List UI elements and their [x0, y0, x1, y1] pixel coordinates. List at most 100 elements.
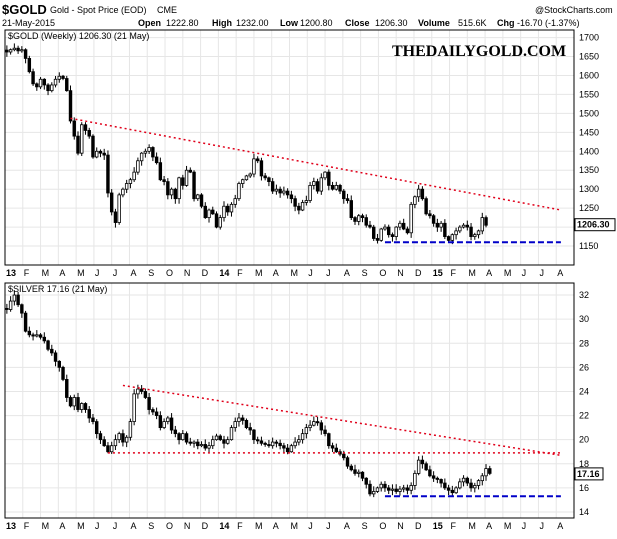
x-tick-label: J	[95, 268, 100, 278]
candle-body	[46, 340, 50, 350]
candle-body	[181, 177, 185, 186]
candle-body	[484, 217, 488, 226]
candle-body	[38, 78, 43, 88]
candle-body	[267, 177, 271, 183]
candle-body	[431, 475, 436, 479]
candle-body	[323, 171, 327, 179]
candle-body	[102, 439, 106, 447]
x-tick-label: M	[468, 268, 476, 278]
candle-body	[454, 487, 458, 494]
x-tick-label: J	[113, 521, 118, 531]
y-tick-label: 1700	[579, 33, 599, 43]
candle-body	[386, 226, 391, 236]
candle-body	[91, 417, 95, 422]
x-tick-label: M	[504, 268, 512, 278]
candle-body	[342, 190, 346, 200]
candle-body	[315, 181, 320, 192]
candle-body	[184, 169, 189, 186]
candle-body	[128, 421, 133, 438]
y-tick-label: 1400	[579, 146, 599, 156]
candle-body	[181, 433, 185, 441]
candle-body	[76, 397, 80, 410]
candle-body	[139, 388, 144, 392]
x-tick-label: F	[237, 521, 243, 531]
candle-body	[76, 135, 80, 154]
x-tick-label: A	[344, 268, 350, 278]
candle-body	[300, 202, 305, 211]
candle-body	[16, 294, 20, 306]
candle-body	[91, 135, 95, 158]
candle-body	[401, 487, 406, 490]
candle-body	[151, 409, 155, 413]
candle-body	[173, 429, 178, 435]
x-tick-label: 14	[219, 521, 229, 531]
symbol-label: $GOLD	[2, 2, 47, 17]
y-tick-label: 28	[579, 338, 589, 348]
gold-panel: 1150120012501300135014001450150015501600…	[4, 29, 616, 278]
candle-body	[289, 194, 294, 200]
candle-body	[214, 213, 219, 228]
candle-body	[424, 198, 428, 215]
candle-body	[473, 234, 477, 237]
candle-body	[360, 471, 365, 479]
candle-body	[357, 215, 361, 222]
candle-body	[480, 475, 484, 482]
candle-body	[158, 415, 163, 429]
x-tick-label: S	[362, 521, 368, 531]
candle-body	[439, 479, 443, 484]
candle-body	[188, 441, 193, 444]
candle-body	[173, 188, 178, 200]
candle-body	[113, 439, 118, 447]
candle-body	[35, 83, 39, 88]
candle-body	[488, 468, 492, 474]
candle-body	[53, 78, 58, 86]
panel-frame	[4, 282, 575, 519]
candle-body	[229, 427, 234, 441]
candle-body	[162, 421, 166, 429]
x-tick-label: F	[24, 521, 30, 531]
y-tick-label: 18	[579, 459, 589, 469]
candle-body	[23, 49, 28, 59]
candle-body	[83, 403, 88, 410]
candle-body	[285, 447, 290, 453]
candle-body	[106, 154, 110, 194]
panel-series-label: $SILVER 17.16 (21 May)	[8, 284, 107, 294]
candle-body	[390, 488, 395, 491]
chg-caption: Chg	[497, 18, 515, 28]
candle-body	[95, 150, 99, 158]
candle-body	[297, 439, 301, 443]
candle-body	[166, 417, 170, 422]
candle-body	[304, 200, 309, 203]
volume-caption: Volume	[418, 18, 450, 28]
candle-body	[274, 441, 279, 444]
candle-body	[469, 226, 473, 237]
candle-body	[65, 78, 69, 92]
candle-body	[143, 150, 148, 154]
candle-body	[132, 171, 136, 181]
candle-body	[368, 224, 372, 228]
candle-body	[334, 447, 339, 453]
x-tick-label: S	[148, 521, 154, 531]
y-tick-label: 1600	[579, 70, 599, 80]
last-value-label: 1206.30	[577, 220, 610, 230]
x-tick-label: J	[539, 268, 544, 278]
candle-body	[95, 421, 99, 435]
candle-body	[364, 217, 368, 226]
candle-body	[338, 185, 342, 192]
candle-body	[353, 469, 357, 474]
candle-body	[248, 173, 252, 177]
candle-body	[38, 334, 43, 338]
candle-body	[293, 441, 297, 447]
candle-body	[240, 179, 245, 184]
x-tick-label: M	[77, 521, 85, 531]
y-tick-label: 24	[579, 386, 589, 396]
candle-body	[263, 442, 267, 445]
x-tick-label: M	[291, 521, 299, 531]
candle-body	[349, 200, 353, 219]
x-tick-label: S	[148, 268, 154, 278]
chg-value: -16.70 (-1.37%)	[517, 18, 580, 28]
candle-body	[304, 427, 309, 435]
candle-body	[342, 453, 346, 459]
